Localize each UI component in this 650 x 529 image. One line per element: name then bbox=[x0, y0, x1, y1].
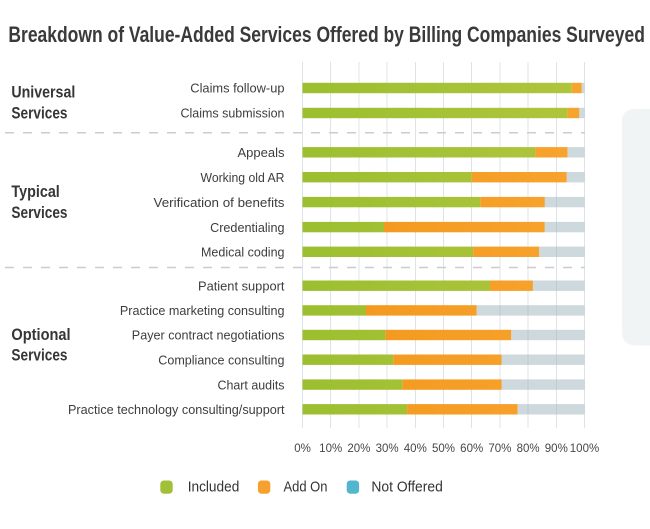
svg-text:Breakdown of Value-Added Servi: Breakdown of Value-Added Services Offere… bbox=[8, 22, 645, 47]
svg-text:40%: 40% bbox=[404, 443, 427, 455]
svg-text:70%: 70% bbox=[488, 443, 511, 455]
svg-text:Patient support: Patient support bbox=[198, 278, 285, 293]
svg-text:Working old AR: Working old AR bbox=[201, 170, 285, 185]
svg-text:Services: Services bbox=[11, 105, 67, 123]
svg-text:Typical: Typical bbox=[11, 183, 59, 201]
svg-text:30%: 30% bbox=[376, 443, 399, 455]
svg-text:80%: 80% bbox=[517, 443, 540, 455]
svg-text:Services: Services bbox=[11, 347, 67, 365]
svg-text:Payer contract negotiations: Payer contract negotiations bbox=[132, 328, 285, 343]
svg-text:90%: 90% bbox=[545, 443, 568, 455]
svg-text:Claims follow-up: Claims follow-up bbox=[190, 81, 284, 96]
svg-text:Add On: Add On bbox=[284, 480, 328, 496]
svg-text:50%: 50% bbox=[432, 443, 455, 455]
svg-text:Practice marketing consulting: Practice marketing consulting bbox=[120, 303, 285, 318]
svg-text:Verification of benefits: Verification of benefits bbox=[154, 195, 285, 210]
svg-text:Appeals: Appeals bbox=[238, 145, 285, 160]
svg-text:Not Offered: Not Offered bbox=[371, 480, 442, 496]
svg-text:Optional: Optional bbox=[11, 326, 70, 344]
svg-text:Claims submission: Claims submission bbox=[181, 106, 285, 121]
svg-text:100%: 100% bbox=[570, 443, 599, 455]
svg-text:Services: Services bbox=[11, 204, 67, 222]
svg-text:Chart audits: Chart audits bbox=[218, 377, 285, 392]
svg-text:Included: Included bbox=[188, 480, 240, 496]
svg-text:Universal: Universal bbox=[11, 84, 75, 102]
svg-text:Compliance consulting: Compliance consulting bbox=[158, 352, 284, 367]
svg-text:Practice technology consulting: Practice technology consulting/support bbox=[68, 402, 285, 417]
svg-text:10%: 10% bbox=[319, 443, 342, 455]
svg-text:60%: 60% bbox=[460, 443, 483, 455]
svg-text:0%: 0% bbox=[294, 443, 311, 455]
svg-text:Credentialing: Credentialing bbox=[210, 220, 284, 235]
svg-text:20%: 20% bbox=[347, 443, 370, 455]
svg-text:Medical coding: Medical coding bbox=[201, 245, 285, 260]
